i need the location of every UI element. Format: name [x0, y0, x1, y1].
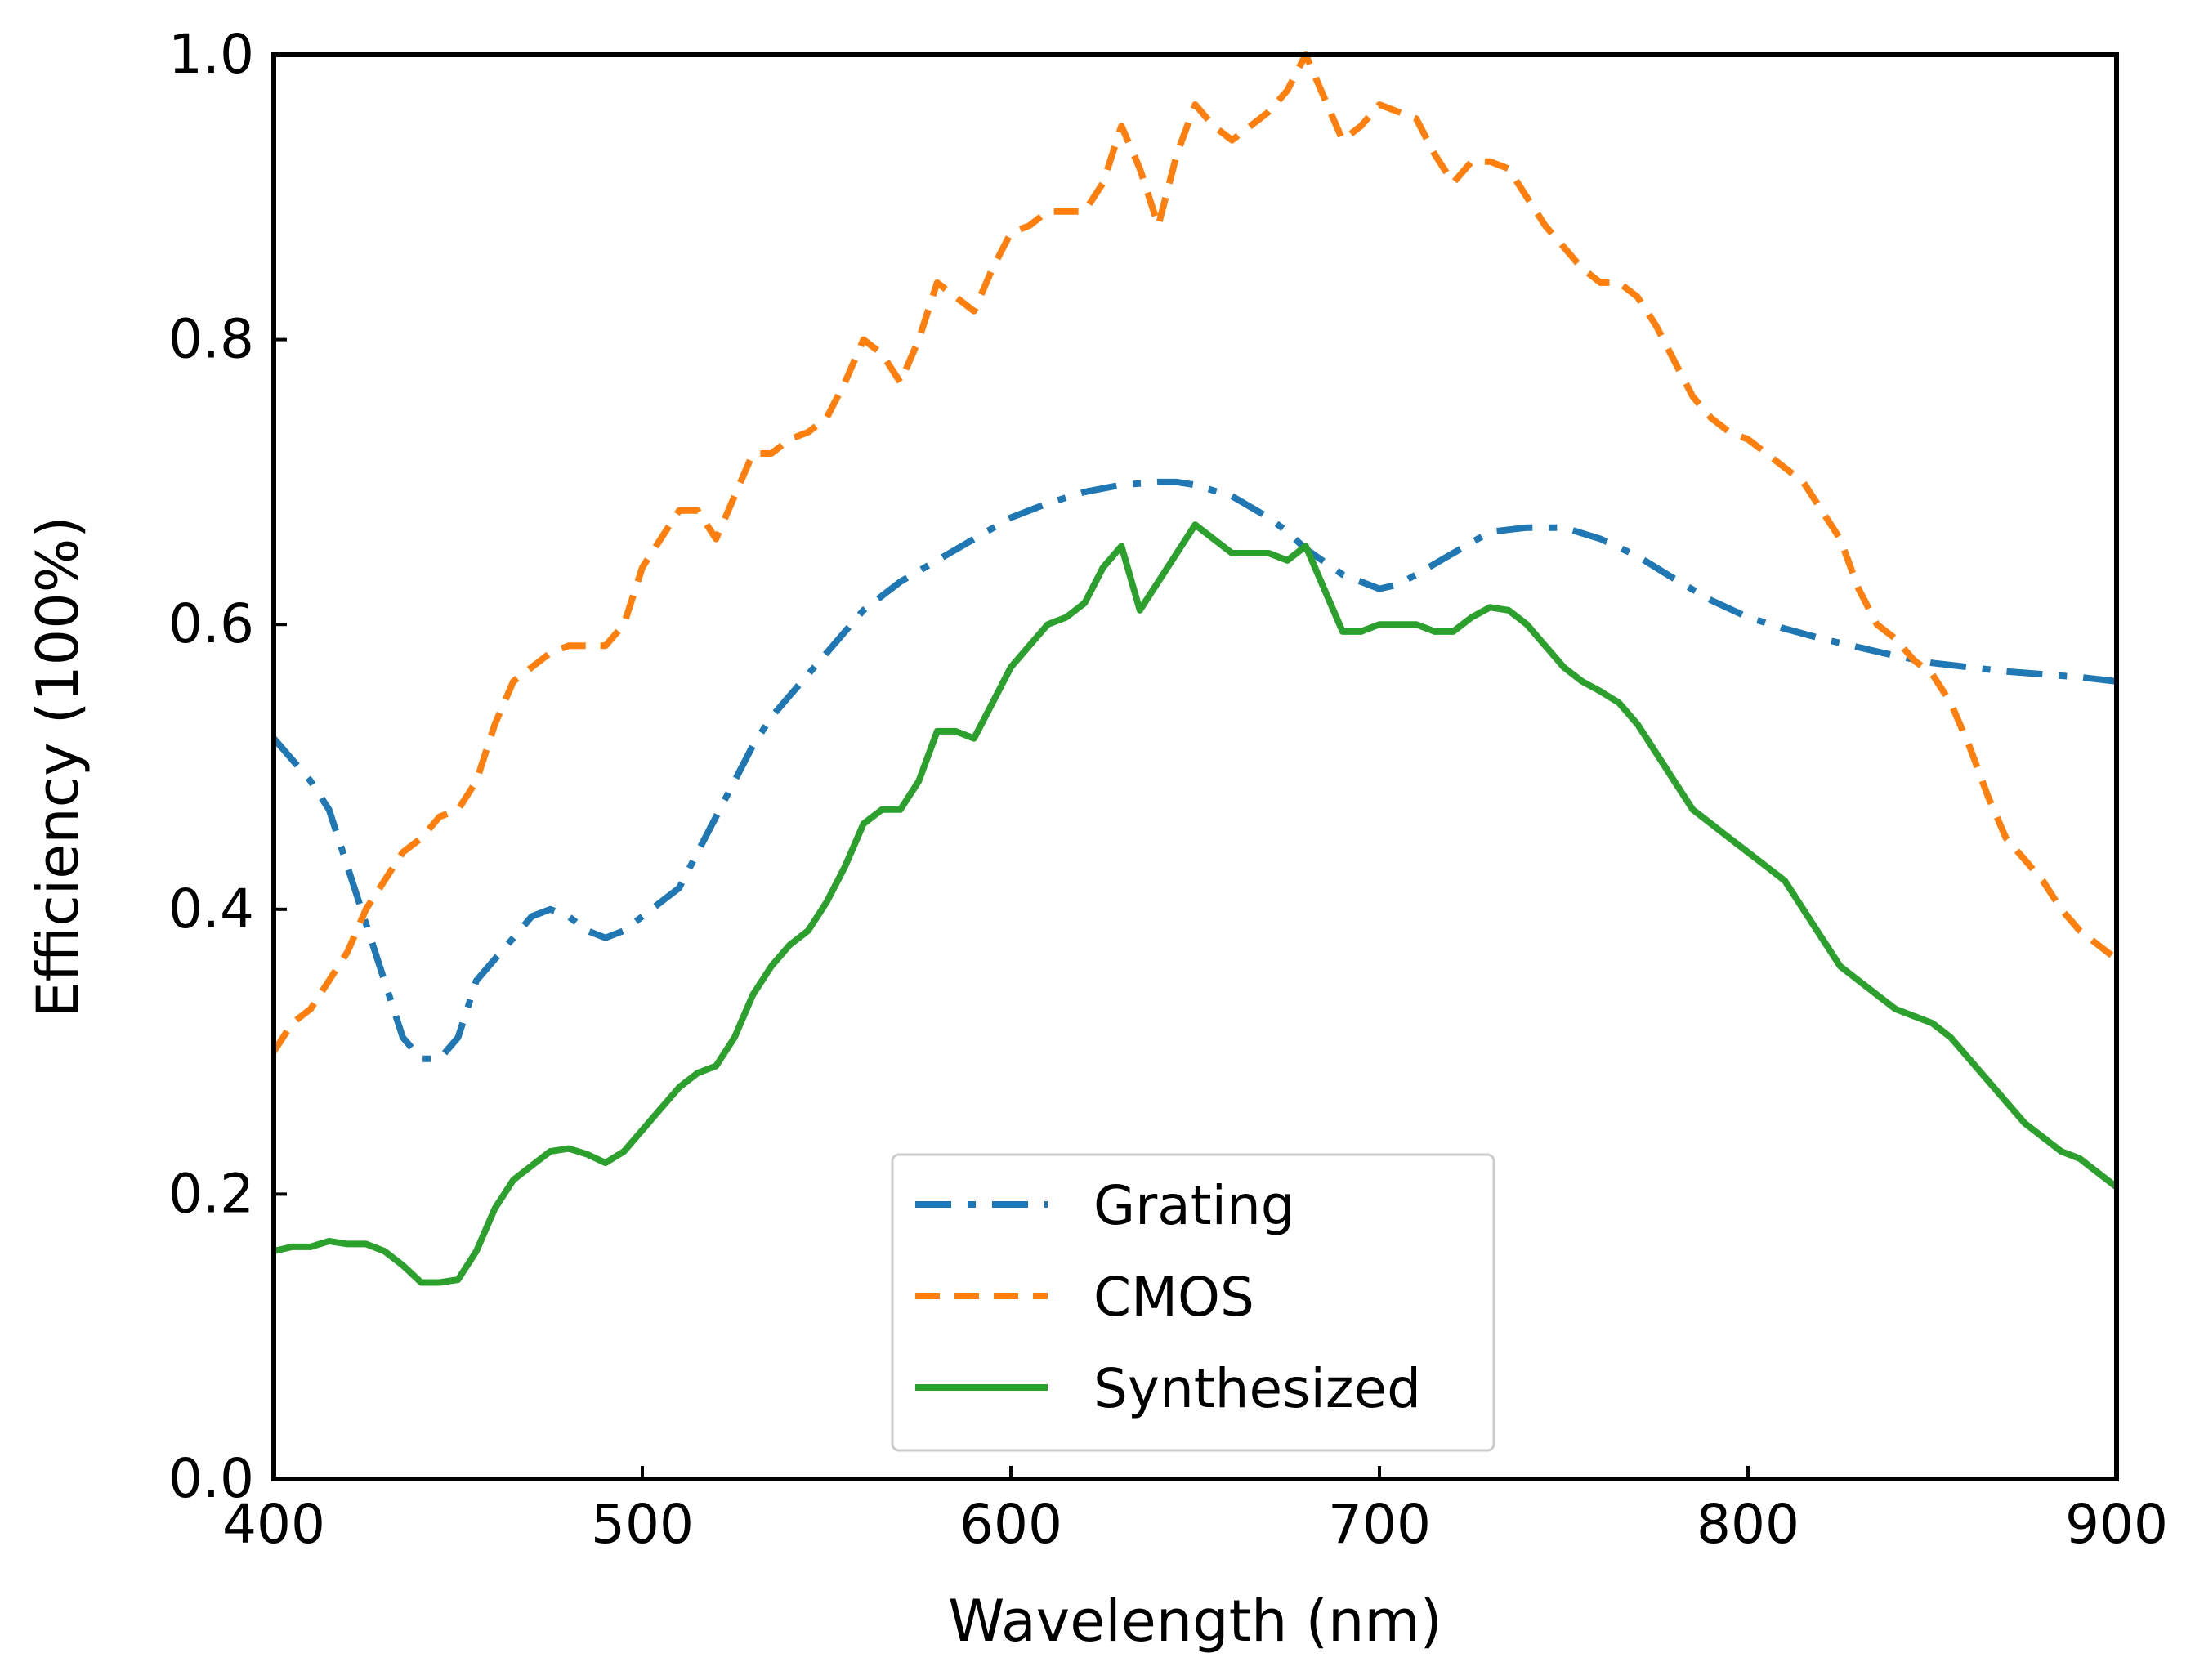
axis-ticks: 400 500 600 700 800 900 0.0 0.2 0.4 0.6 0.8 1.0 — [168, 23, 2168, 1556]
x-tick-label-400: 400 — [222, 1493, 325, 1556]
plot-area-frame — [271, 52, 2119, 1481]
x-tick-label-600: 600 — [959, 1493, 1062, 1556]
x-tick-label-500: 500 — [591, 1493, 694, 1556]
series-lines — [270, 51, 2119, 1286]
y-tick-label-0.4: 0.4 — [168, 878, 254, 941]
legend-label-grating: Grating — [1093, 1174, 1295, 1237]
y-tick-label-0.0: 0.0 — [168, 1447, 254, 1510]
x-tick-label-900: 900 — [2065, 1493, 2168, 1556]
x-axis-label: Wavelength (nm) — [948, 1588, 1442, 1655]
series-line-cmos — [270, 51, 2119, 1054]
x-tick-label-700: 700 — [1328, 1493, 1431, 1556]
legend-box — [891, 1153, 1495, 1452]
y-axis-label: Efficiency (100%) — [25, 516, 92, 1017]
series-line-grating — [270, 478, 2117, 1062]
y-tick-label-1.0: 1.0 — [168, 23, 254, 86]
legend: Grating CMOS Synthesized — [891, 1153, 1495, 1452]
y-tick-label-0.6: 0.6 — [168, 592, 254, 655]
y-tick-label-0.2: 0.2 — [168, 1162, 254, 1225]
series-line-synthesized — [273, 521, 2119, 1286]
legend-label-synthesized: Synthesized — [1093, 1357, 1421, 1420]
x-tick-label-800: 800 — [1697, 1493, 1799, 1556]
y-tick-label-0.8: 0.8 — [168, 308, 254, 371]
legend-label-cmos: CMOS — [1093, 1266, 1254, 1329]
